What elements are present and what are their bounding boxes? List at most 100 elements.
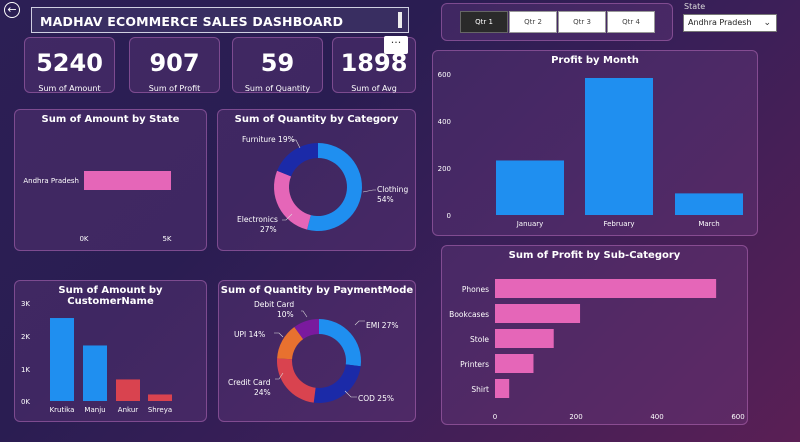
state-filter-value: Andhra Pradesh [688,18,752,27]
x-tick-label: 0 [493,413,497,421]
bar-january[interactable] [496,160,564,215]
quarter-button-2[interactable]: Qtr 2 [509,11,557,33]
bar-ankur[interactable] [116,379,140,401]
y-category-label: Andhra Pradesh [23,177,79,185]
quantity-by-paymentmode-chart: EMI 27% COD 25% Credit Card 24% UPI 14% D… [228,300,398,403]
x-category-label: March [698,220,719,228]
kpi-label: Sum of Avg [351,84,397,93]
quantity-by-category-panel: Sum of Quantity by Category Clothing 54% … [217,109,416,251]
donut-slice-upi[interactable] [277,327,304,360]
bar-andhra-pradesh[interactable] [84,171,171,190]
state-filter-dropdown[interactable]: Andhra Pradesh ⌄ [683,14,777,32]
leader-line [344,390,357,398]
x-tick-label: 200 [569,413,582,421]
kpi-label: Sum of Amount [38,84,101,93]
x-category-label: Krutika [50,406,75,414]
leader-line [301,310,308,318]
x-tick-label: 600 [731,413,744,421]
chart-title: Sum of Profit by Sub-Category [508,250,681,261]
y-tick-label: 3K [21,300,30,308]
y-tick-label: 0K [21,398,30,406]
bar-shreya[interactable] [148,394,172,401]
leader-line [274,332,284,338]
donut-slice-clothing[interactable] [307,143,362,231]
state-filter-label: State [684,2,706,11]
dashboard-title-box: MADHAV ECOMMERCE SALES DASHBOARD [31,7,409,33]
y-category-label: Printers [460,360,489,369]
amount-by-customer-panel: Sum of Amount by CustomerName 3K 2K 1K 0… [14,280,207,422]
amount-by-state-chart: Andhra Pradesh 0K 5K [23,171,172,243]
donut-slice-cod[interactable] [313,364,361,403]
y-tick-label: 0 [447,212,451,220]
donut-slice-furniture[interactable] [277,143,318,177]
chart-title: Sum of Quantity by PaymentMode [220,285,414,296]
x-category-label: Manju [84,406,105,414]
slice-label-electronics: Electronics 27% [237,215,278,234]
page-title: MADHAV ECOMMERCE SALES DASHBOARD [40,14,344,29]
slice-label-furniture: Furniture 19% [242,135,295,144]
quarter-button-3[interactable]: Qtr 3 [558,11,606,33]
bar-bookcases[interactable] [495,304,581,323]
chart-title: Sum of Amount by CustomerName [58,285,163,307]
bar-february[interactable] [585,77,653,216]
leader-line [354,320,365,326]
chevron-down-icon: ⌄ [763,18,771,28]
kpi-card-profit: 907 Sum of Profit [129,37,220,93]
profit-by-subcategory-panel: Sum of Profit by Sub-Category Phones Boo… [441,245,748,425]
bar-stole[interactable] [495,329,554,348]
quantity-by-paymentmode-panel: Sum of Quantity by PaymentMode EMI 27% C… [218,280,416,422]
kpi-value: 5240 [36,49,103,77]
slice-label-credit-card: Credit Card 24% [228,378,271,397]
amount-by-customer-chart: 3K 2K 1K 0K Krutika Manju Ankur Shreya [21,300,172,414]
bar-printers[interactable] [495,354,534,373]
chart-title: Sum of Quantity by Category [234,114,399,125]
donut-slice-debit-card[interactable] [294,319,319,340]
donut-slice-emi[interactable] [319,319,361,367]
y-tick-label: 600 [438,71,451,79]
back-arrow-icon[interactable]: ← [4,2,20,18]
quantity-by-category-chart: Clothing 54% Electronics 27% Furniture 19% [237,135,408,234]
x-category-label: Ankur [118,406,139,414]
x-category-label: January [516,220,544,228]
slice-label-cod: COD 25% [358,394,394,403]
x-tick-label: 0K [79,235,88,243]
more-options-button[interactable]: ··· [384,36,408,54]
leader-line [362,189,376,193]
bar-march[interactable] [675,193,743,215]
leader-line [291,139,301,149]
leader-line [275,372,284,380]
slice-label-upi: UPI 14% [234,330,265,339]
slice-label-clothing: Clothing 54% [377,185,408,204]
chart-title: Profit by Month [551,55,639,66]
y-category-label: Bookcases [449,310,489,319]
x-category-label: Shreya [148,406,172,414]
kpi-label: Sum of Quantity [244,84,311,93]
kpi-card-amount: 5240 Sum of Amount [24,37,115,93]
kpi-label: Sum of Profit [148,84,201,93]
bar-shirt[interactable] [495,379,510,398]
bar-krutika[interactable] [50,318,74,401]
quarter-button-4[interactable]: Qtr 4 [607,11,655,33]
profit-by-month-chart: 600 400 200 0 January February March [438,71,743,228]
y-tick-label: 2K [21,333,30,341]
kpi-value: 59 [260,49,295,77]
y-category-label: Stole [470,335,489,344]
kpi-value: 907 [149,49,200,77]
leader-line [282,213,293,221]
chart-title: Sum of Amount by State [41,114,180,125]
amount-by-state-panel: Sum of Amount by State Andhra Pradesh 0K… [14,109,207,251]
x-tick-label: 5K [162,235,171,243]
y-tick-label: 1K [21,366,30,374]
quarter-slicer: Qtr 1 Qtr 2 Qtr 3 Qtr 4 [460,11,656,33]
slice-label-emi: EMI 27% [366,321,398,330]
bar-phones[interactable] [495,279,717,298]
donut-slice-credit-card[interactable] [277,358,316,403]
donut-slice-electronics[interactable] [274,170,311,230]
quarter-button-1[interactable]: Qtr 1 [460,11,508,33]
profit-by-subcategory-chart: Phones Bookcases Stole Printers Shirt 0 … [449,279,745,421]
bar-manju[interactable] [83,345,107,401]
y-category-label: Phones [462,285,489,294]
text-cursor-bar [398,12,402,28]
y-category-label: Shirt [471,385,489,394]
slice-label-debit-card: Debit Card 10% [254,300,294,319]
